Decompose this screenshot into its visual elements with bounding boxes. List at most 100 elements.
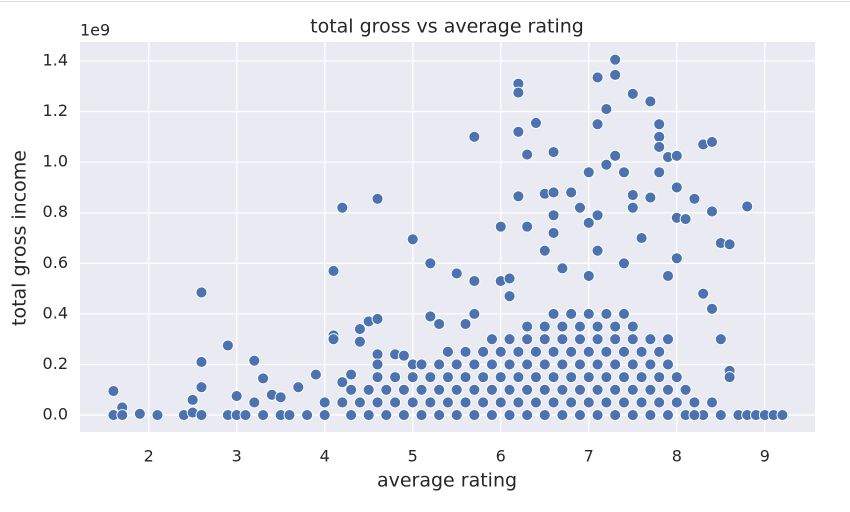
point	[450, 267, 463, 280]
point	[591, 409, 604, 422]
point	[582, 345, 595, 358]
point	[116, 409, 129, 422]
point	[538, 409, 551, 422]
point	[459, 396, 472, 409]
point	[609, 333, 622, 346]
point	[397, 349, 410, 362]
point	[107, 385, 120, 397]
point	[714, 333, 727, 346]
point	[257, 409, 270, 422]
x-tick-label: 9	[760, 447, 770, 466]
point	[556, 383, 569, 396]
point	[433, 318, 446, 330]
point	[371, 396, 384, 409]
point	[415, 358, 428, 371]
point	[618, 257, 630, 270]
point	[618, 345, 630, 358]
point	[450, 358, 463, 371]
point	[582, 371, 595, 384]
point	[582, 216, 595, 229]
point	[353, 323, 366, 336]
point	[239, 409, 252, 422]
point	[380, 409, 393, 422]
point	[547, 371, 560, 384]
point	[582, 269, 595, 282]
point	[688, 192, 701, 205]
point	[530, 116, 542, 129]
point	[626, 201, 639, 214]
point	[626, 358, 639, 371]
point	[609, 383, 622, 396]
point	[538, 358, 551, 371]
point	[371, 192, 384, 205]
point	[450, 383, 463, 396]
point	[424, 371, 437, 384]
point	[547, 227, 560, 239]
point	[574, 383, 586, 396]
chart-title: total gross vs average rating	[310, 16, 584, 38]
point	[600, 396, 613, 409]
point	[486, 358, 498, 371]
point	[670, 149, 683, 162]
point	[503, 290, 516, 303]
point	[530, 396, 542, 409]
point	[662, 269, 674, 282]
point	[248, 396, 261, 409]
point	[468, 409, 481, 422]
point	[477, 396, 490, 409]
point	[670, 396, 683, 409]
x-tick-label: 6	[496, 447, 506, 466]
point	[609, 68, 622, 81]
point	[345, 383, 358, 396]
point	[626, 409, 639, 422]
point	[653, 130, 666, 143]
y-tick-label: 1.0	[43, 152, 68, 171]
point	[486, 383, 498, 396]
point	[345, 368, 358, 381]
point	[450, 409, 463, 422]
point	[133, 407, 146, 420]
point	[565, 186, 578, 199]
point	[283, 409, 296, 422]
point	[433, 409, 446, 422]
point	[591, 383, 604, 396]
point	[618, 307, 630, 320]
point	[512, 125, 525, 138]
point	[521, 358, 534, 371]
point	[221, 339, 234, 352]
point	[574, 333, 586, 346]
point	[565, 307, 578, 320]
point	[644, 409, 657, 422]
point	[626, 189, 639, 201]
point	[477, 345, 490, 358]
point	[503, 272, 516, 285]
point	[600, 103, 613, 115]
point	[538, 383, 551, 396]
point	[195, 355, 208, 368]
point	[547, 146, 560, 158]
point	[318, 396, 331, 409]
point	[336, 201, 349, 214]
point	[556, 320, 569, 333]
point	[679, 213, 692, 225]
point	[662, 333, 674, 346]
point	[424, 257, 437, 270]
point	[591, 71, 604, 84]
point	[538, 244, 551, 257]
point	[644, 191, 657, 204]
y-tick-label: 0.4	[43, 303, 68, 322]
point	[582, 396, 595, 409]
point	[353, 396, 366, 409]
y-tick-label: 0.2	[43, 354, 68, 373]
point	[609, 409, 622, 422]
point	[459, 318, 472, 330]
point	[186, 393, 199, 406]
point	[591, 333, 604, 346]
point	[468, 130, 481, 143]
point	[353, 335, 366, 348]
point	[362, 409, 375, 422]
point	[503, 333, 516, 346]
point	[741, 200, 754, 213]
point	[565, 396, 578, 409]
